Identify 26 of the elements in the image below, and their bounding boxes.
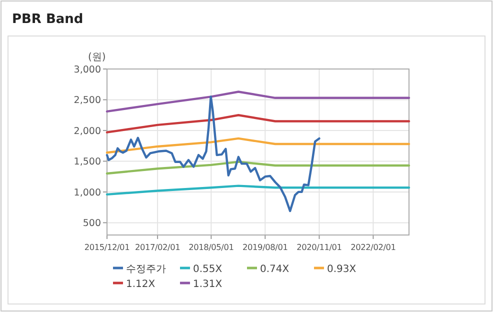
legend-label: 0.55X bbox=[193, 264, 222, 275]
y-tick-label: 1,500 bbox=[74, 156, 101, 168]
x-tick-label: 2020/11/01 bbox=[296, 242, 342, 252]
y-axis-title: (원) bbox=[88, 52, 106, 63]
line-series bbox=[106, 137, 410, 154]
legend-label: 0.74X bbox=[260, 264, 290, 275]
x-tick-label: 2015/12/01 bbox=[84, 242, 130, 252]
chart-title: PBR Band bbox=[12, 12, 84, 27]
y-tick-label: 500 bbox=[82, 218, 101, 230]
x-tick-label: 2018/05/01 bbox=[188, 242, 234, 252]
legend-label: 1.12X bbox=[126, 279, 156, 290]
line-series bbox=[106, 160, 410, 175]
y-tick-label: 3,000 bbox=[74, 64, 101, 76]
legend-label: 수정주가 bbox=[126, 264, 166, 275]
y-tick-label: 1,000 bbox=[74, 187, 101, 198]
y-tick-label: 2,000 bbox=[74, 126, 101, 137]
line-series bbox=[106, 114, 410, 134]
x-tick-label: 2019/08/01 bbox=[242, 242, 288, 252]
y-tick-label: 2,500 bbox=[74, 95, 101, 106]
legend-label: 0.93X bbox=[327, 264, 356, 275]
line-series bbox=[106, 184, 410, 196]
line-series bbox=[106, 90, 410, 113]
x-tick-label: 2022/02/01 bbox=[350, 242, 396, 252]
x-tick-label: 2017/02/01 bbox=[134, 242, 180, 252]
legend-label: 1.31X bbox=[193, 279, 222, 290]
line-series bbox=[106, 96, 320, 212]
